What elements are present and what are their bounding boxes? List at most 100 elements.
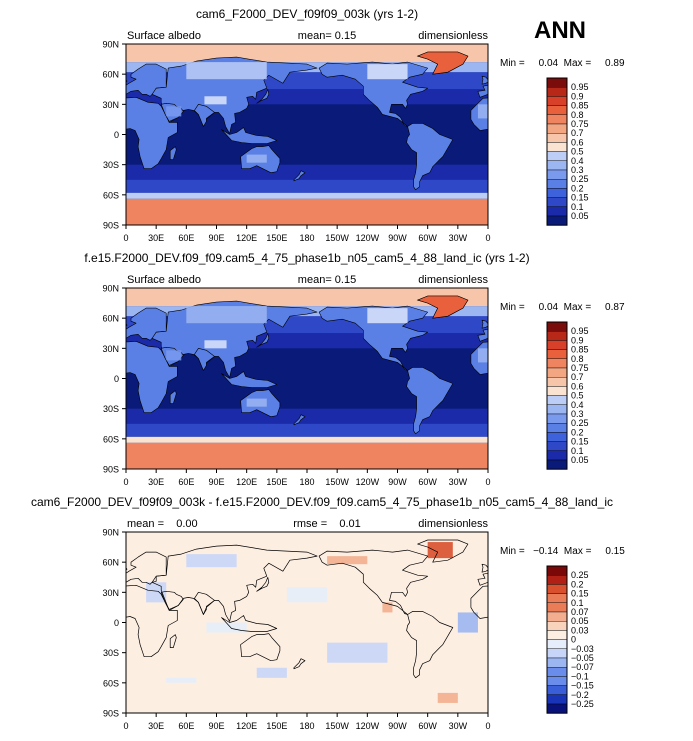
colorbar-level: −0.15 <box>571 681 594 691</box>
diff-patch-l <box>437 692 458 703</box>
colorbar-segment <box>546 206 568 217</box>
lat-tick-label: 30N <box>102 344 119 354</box>
continent-india <box>194 104 215 127</box>
lat-tick-label: 90N <box>102 528 119 538</box>
continent-new-zealand <box>656 171 667 181</box>
lon-tick-label: 180 <box>299 721 314 731</box>
colorbar-level: 0.75 <box>571 363 589 373</box>
lon-tick-label: 150E <box>266 721 287 731</box>
colorbar-segment <box>546 694 568 705</box>
continent-japan <box>619 333 631 347</box>
continent-africa <box>126 341 178 413</box>
lat-tick-label: 60N <box>102 314 119 324</box>
lon-tick-label: 150E <box>266 233 287 243</box>
lon-tick-label: 120W <box>356 721 380 731</box>
continent-south-america <box>45 611 91 677</box>
colorbar-level: 0.15 <box>571 589 589 599</box>
lon-tick-label: 120W <box>356 233 380 243</box>
lon-tick-label: 30W <box>449 721 468 731</box>
colorbar-level: 0.5 <box>571 147 584 157</box>
lon-tick-label: 0 <box>123 477 128 487</box>
australia-desert-region <box>246 398 267 407</box>
colorbar-level: 0 <box>571 635 576 645</box>
colorbar-segment <box>546 367 568 378</box>
continent-uk <box>481 75 488 85</box>
continent-india <box>194 348 215 371</box>
continent-europe <box>477 84 488 98</box>
colorbar-segment <box>546 395 568 406</box>
colorbar-segment <box>546 215 568 226</box>
colorbar-segment <box>546 685 568 695</box>
season-label: ANN <box>534 17 586 44</box>
colorbar-level: 0.15 <box>571 193 589 203</box>
continent-japan <box>619 89 631 103</box>
map-axes: 90N 60N 30N 0 30S 60S 90S 0 30E 60E 90E 120E 150E 180… <box>102 528 490 732</box>
continent-north-america <box>681 306 693 370</box>
continent-north-america <box>681 62 693 126</box>
sea-ice-arctic <box>126 288 488 307</box>
sahara-region <box>477 104 488 119</box>
lat-tick-label: 90N <box>102 284 119 294</box>
lon-tick-label: 150E <box>266 477 287 487</box>
colorbar-segment <box>546 432 568 442</box>
colorbar-segment <box>546 188 568 198</box>
continent-greenland <box>56 52 106 74</box>
mean-label: mean = 0.00 <box>127 518 198 530</box>
colorbar-level: 0.5 <box>571 391 584 401</box>
colorbar-segment <box>546 96 568 106</box>
colorbar-segment <box>546 441 568 452</box>
lon-tick-label: 90W <box>388 477 407 487</box>
lon-tick-label: 30E <box>148 477 164 487</box>
sea-ice-arctic <box>126 44 488 63</box>
lon-tick-label: 0 <box>485 233 490 243</box>
variable-label: Surface albedo <box>127 274 201 286</box>
continent-australia <box>603 146 642 173</box>
canada-snow-region <box>367 64 408 80</box>
ocean-band-south <box>126 179 488 193</box>
colorbar-level: 0.2 <box>571 427 584 437</box>
continent-madagascar <box>169 634 177 648</box>
colorbar-level: 0.7 <box>571 372 584 382</box>
tibet-snow-region <box>204 340 227 349</box>
continent-arabia <box>523 591 545 609</box>
continent-arabia <box>160 590 184 610</box>
diff-patch-a <box>146 582 167 603</box>
colorbar-segment <box>546 565 568 576</box>
colorbar-level: 0.1 <box>571 446 584 456</box>
lon-tick-label: 30E <box>148 233 164 243</box>
lat-tick-label: 0 <box>114 130 119 140</box>
lat-tick-label: 30N <box>102 100 119 110</box>
panel-cam5: f.e15.F2000_DEV.f09_f09.cam5_4_75_phase1… <box>84 251 693 487</box>
lon-tick-label: 150W <box>325 233 349 243</box>
colorbar-level: 0.7 <box>571 128 584 138</box>
continent-north-america <box>0 62 66 126</box>
lat-tick-label: 90S <box>103 465 119 475</box>
lon-tick-label: 0 <box>485 721 490 731</box>
antarctica <box>126 198 488 225</box>
colorbar-level: −0.1 <box>571 671 589 681</box>
lat-tick-label: 60S <box>103 434 119 444</box>
lon-tick-label: 90E <box>208 233 224 243</box>
lon-tick-label: 90E <box>208 721 224 731</box>
diff-patch-j <box>256 667 287 678</box>
colorbar-frame <box>546 77 568 226</box>
tibet-snow-region <box>204 96 227 105</box>
colorbar-level: 0.9 <box>571 335 584 345</box>
colorbar-level: 0.85 <box>571 101 589 111</box>
canada-snow-region <box>367 308 408 324</box>
colorbar-segment <box>546 639 568 649</box>
continent-arabia <box>523 103 545 121</box>
colorbar-segment <box>546 703 568 714</box>
lon-tick-label: 120W <box>356 477 380 487</box>
continent-indonesia <box>221 371 278 388</box>
colorbar-segment <box>546 386 568 396</box>
colorbar-level: 0.8 <box>571 354 584 364</box>
panel-cam6: cam6_F2000_DEV_f09f09_003k (yrs 1-2) Sur… <box>0 7 693 243</box>
colorbar-segment <box>546 123 568 134</box>
continent-europe <box>477 328 488 342</box>
continent-greenland <box>417 539 469 563</box>
colorbar-segment <box>546 358 568 369</box>
colorbar: 0.950.90.850.80.750.70.60.50.40.30.250.2… <box>546 321 589 470</box>
colorbar: 0.950.90.850.80.750.70.60.50.40.30.250.2… <box>546 77 589 226</box>
continent-madagascar <box>532 635 538 648</box>
